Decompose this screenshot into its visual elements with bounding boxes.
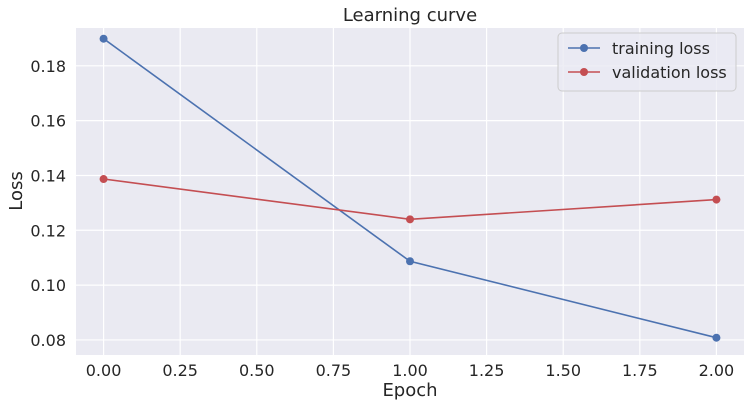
x-tick-label: 0.00 bbox=[86, 361, 122, 380]
y-tick-label: 0.10 bbox=[30, 276, 66, 295]
x-tick-label: 1.50 bbox=[545, 361, 581, 380]
y-tick-label: 0.08 bbox=[30, 331, 66, 350]
data-point bbox=[712, 333, 721, 342]
y-tick-label: 0.12 bbox=[30, 221, 66, 240]
legend-label-training: training loss bbox=[612, 39, 710, 58]
y-tick-label: 0.14 bbox=[30, 166, 66, 185]
x-axis-ticks: 0.00 0.25 0.50 0.75 1.00 1.25 1.50 1.75 2.00 bbox=[86, 361, 734, 380]
legend: training loss validation loss bbox=[557, 32, 737, 92]
y-tick-label: 0.16 bbox=[30, 112, 66, 131]
y-axis-ticks: 0.08 0.10 0.12 0.14 0.16 0.18 bbox=[30, 57, 66, 350]
chart-title: Learning curve bbox=[343, 5, 477, 26]
legend-marker-validation bbox=[580, 68, 588, 76]
legend-marker-training bbox=[580, 44, 588, 52]
y-axis-label: Loss bbox=[6, 171, 27, 210]
data-point bbox=[406, 257, 414, 266]
x-tick-label: 0.25 bbox=[162, 361, 198, 380]
y-tick-label: 0.18 bbox=[30, 57, 66, 76]
x-tick-label: 1.00 bbox=[392, 361, 428, 380]
x-tick-label: 0.50 bbox=[239, 361, 275, 380]
series-layer bbox=[99, 34, 721, 342]
legend-box bbox=[557, 32, 737, 92]
legend-label-validation: validation loss bbox=[612, 63, 727, 82]
x-axis-label: Epoch bbox=[382, 380, 437, 401]
x-tick-label: 2.00 bbox=[699, 361, 735, 380]
data-point bbox=[99, 175, 108, 184]
data-point bbox=[712, 195, 721, 204]
x-tick-label: 1.25 bbox=[469, 361, 505, 380]
data-point bbox=[99, 34, 108, 43]
x-tick-label: 0.75 bbox=[316, 361, 352, 380]
x-tick-label: 1.75 bbox=[622, 361, 658, 380]
data-point bbox=[406, 215, 414, 224]
